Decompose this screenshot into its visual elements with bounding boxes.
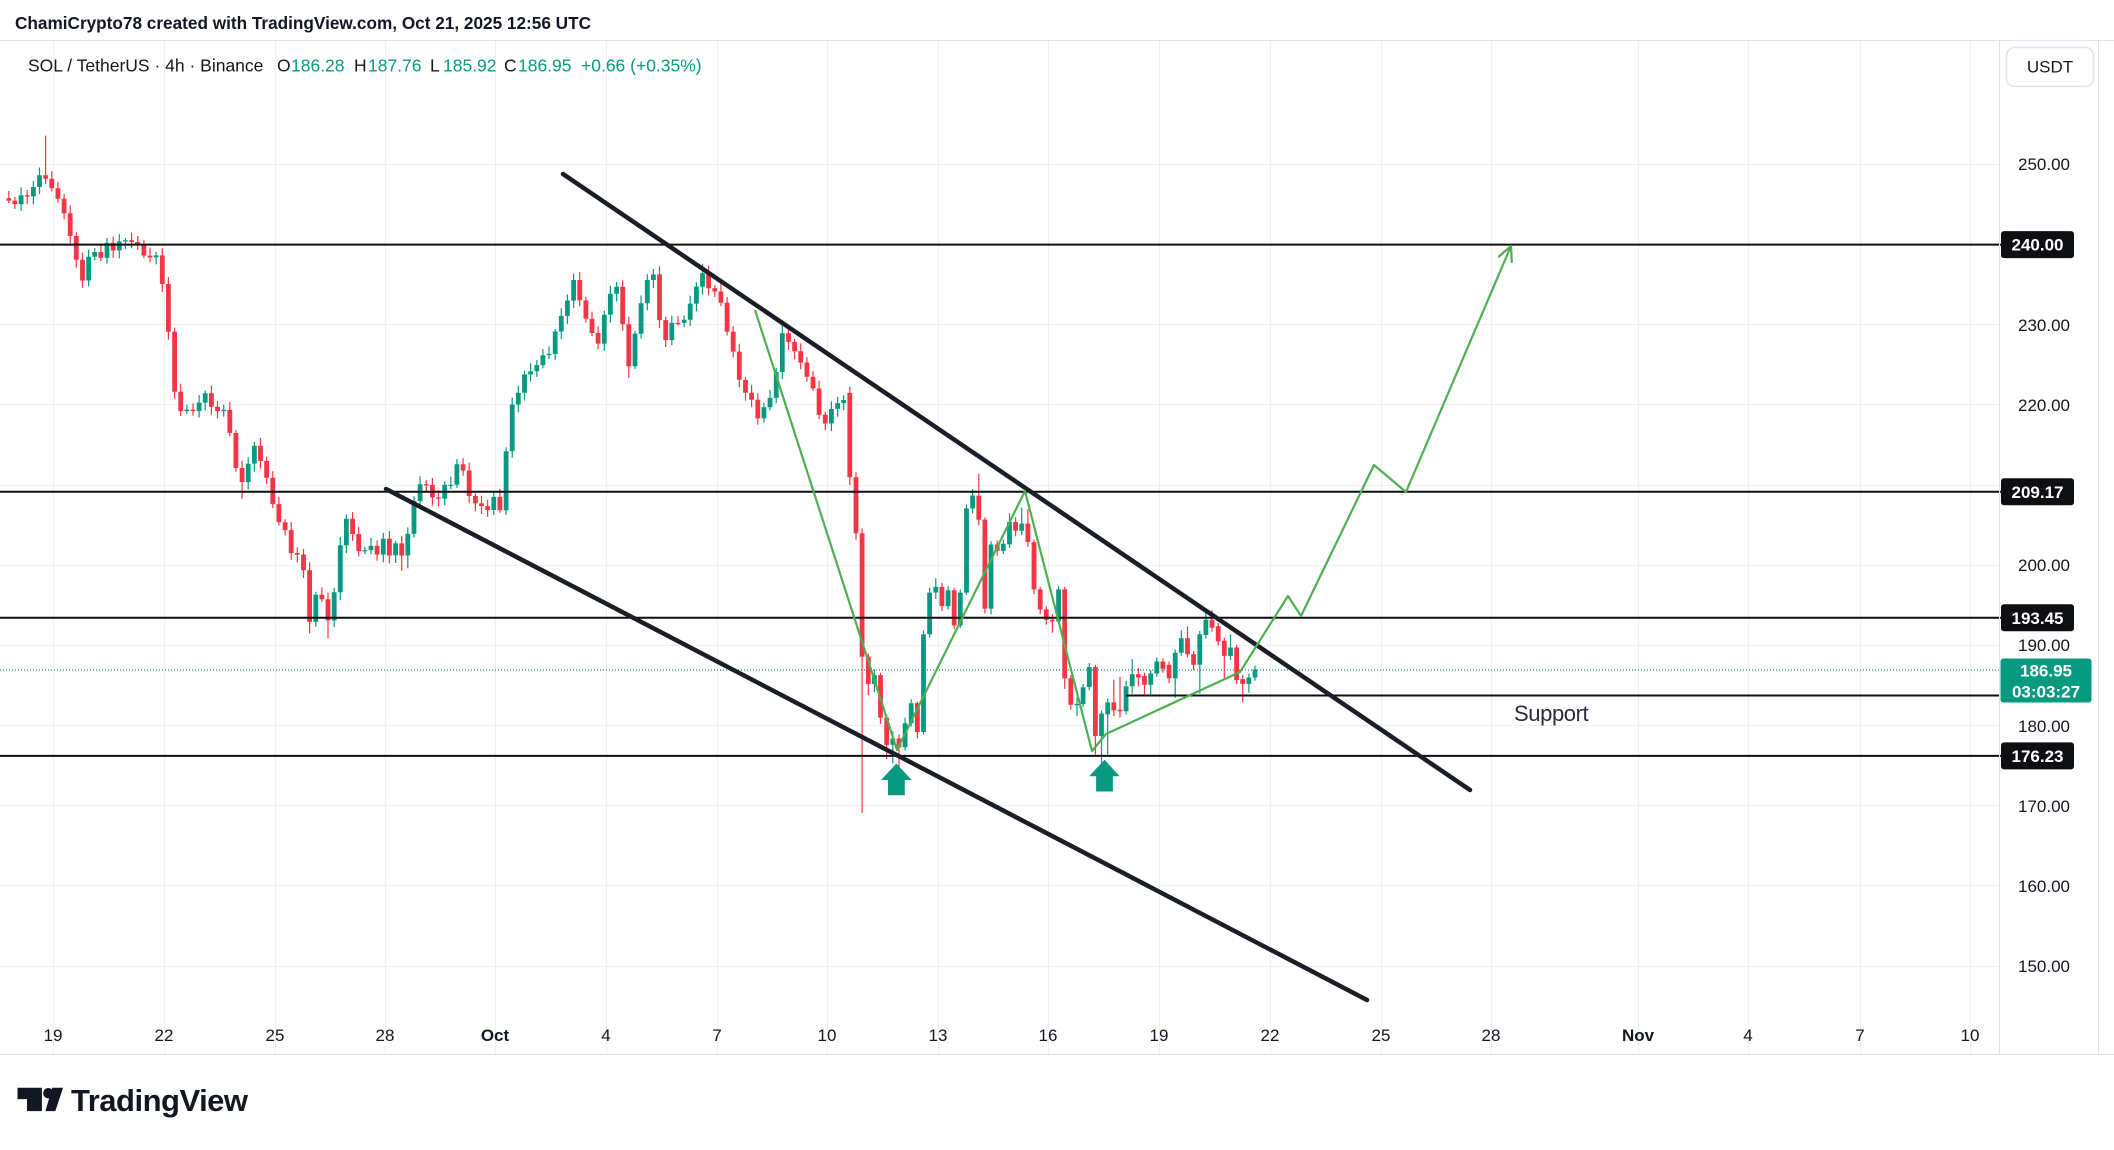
svg-text:19: 19 [44,1026,63,1045]
svg-text:28: 28 [1482,1026,1501,1045]
svg-text:22: 22 [1261,1026,1280,1045]
svg-text:193.45: 193.45 [2012,609,2064,628]
svg-text:170.00: 170.00 [2018,797,2070,816]
svg-text:Support: Support [1514,701,1589,726]
svg-text:7: 7 [1855,1026,1864,1045]
svg-text:13: 13 [929,1026,948,1045]
svg-text:150.00: 150.00 [2018,957,2070,976]
svg-text:H: H [354,56,367,76]
svg-text:4: 4 [1743,1026,1752,1045]
svg-text:220.00: 220.00 [2018,396,2070,415]
svg-text:16: 16 [1039,1026,1058,1045]
svg-text:200.00: 200.00 [2018,556,2070,575]
svg-text:230.00: 230.00 [2018,316,2070,335]
svg-text:190.00: 190.00 [2018,636,2070,655]
svg-text:L: L [430,56,440,76]
svg-text:+0.66 (+0.35%): +0.66 (+0.35%) [581,56,702,76]
svg-text:22: 22 [155,1026,174,1045]
svg-text:C: C [504,56,517,76]
svg-text:ChamiCrypto78 created with Tra: ChamiCrypto78 created with TradingView.c… [15,13,591,33]
svg-text:209.17: 209.17 [2012,483,2064,502]
svg-text:186.95: 186.95 [518,56,572,76]
svg-text:176.23: 176.23 [2012,747,2064,766]
svg-text:180.00: 180.00 [2018,717,2070,736]
svg-text:19: 19 [1150,1026,1169,1045]
svg-text:28: 28 [376,1026,395,1045]
svg-text:185.92: 185.92 [443,56,497,76]
svg-text:03:03:27: 03:03:27 [2012,683,2080,702]
svg-text:USDT: USDT [2027,58,2073,77]
svg-text:Nov: Nov [1622,1026,1655,1045]
svg-text:10: 10 [818,1026,837,1045]
svg-text:O: O [277,56,291,76]
svg-text:187.76: 187.76 [368,56,422,76]
svg-text:10: 10 [1961,1026,1980,1045]
svg-text:186.95: 186.95 [2020,662,2072,681]
svg-text:Oct: Oct [481,1026,510,1045]
svg-text:SOL / TetherUS · 4h · Binance: SOL / TetherUS · 4h · Binance [28,56,263,76]
svg-text:186.28: 186.28 [291,56,345,76]
svg-text:160.00: 160.00 [2018,877,2070,896]
svg-text:4: 4 [601,1026,610,1045]
svg-text:7: 7 [712,1026,721,1045]
svg-text:250.00: 250.00 [2018,155,2070,174]
svg-text:25: 25 [266,1026,285,1045]
svg-text:TradingView: TradingView [71,1083,249,1118]
svg-text:25: 25 [1372,1026,1391,1045]
svg-text:240.00: 240.00 [2012,236,2064,255]
